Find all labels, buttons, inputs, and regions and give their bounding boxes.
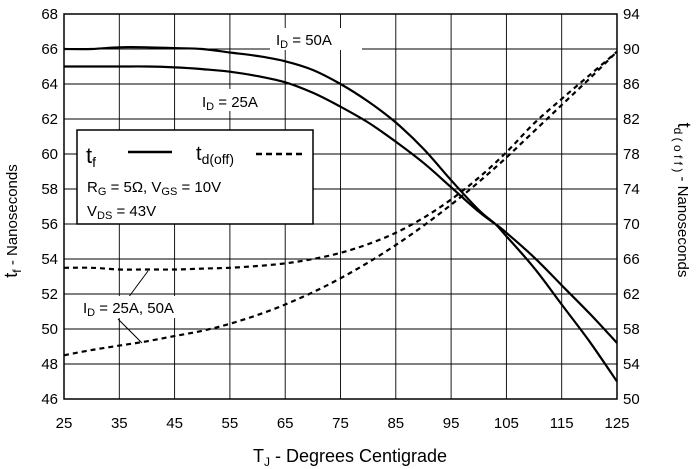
annotation-idboth-bg [78,296,212,318]
x-tick-label: 75 [332,415,349,432]
y-right-ticks: 50 54 58 62 66 70 74 78 82 86 90 94 [623,6,640,408]
y-left-axis-label-main: t [1,273,21,278]
annotation-id25-rest: = 25A [214,94,258,111]
y-left-axis-label: tf - Nanoseconds [1,164,24,277]
y-left-tick-label: 58 [41,181,58,198]
y-left-tick-label: 56 [41,216,58,233]
y-left-tick-label: 60 [41,146,58,163]
y-left-tick-label: 54 [41,251,58,268]
legend-td-sub: d(off) [202,151,234,167]
y-left-ticks: 46 48 50 52 54 56 58 60 62 64 66 68 [41,6,58,408]
legend-line1-c: = 10V [177,179,221,196]
y-left-tick-label: 66 [41,41,58,58]
x-tick-label: 45 [166,415,183,432]
legend-line1: RG = 5Ω, VGS = 10V [87,179,221,198]
annotation-id25-group: ID = 25A [197,89,283,113]
annotation-id50-main: I [276,32,280,49]
legend-td-label: td(off) [196,143,234,167]
y-left-tick-label: 64 [41,76,58,93]
y-right-tick-label: 54 [623,356,640,373]
legend-line2-a: V [87,203,97,220]
y-right-tick-label: 78 [623,146,640,163]
x-axis-label-rest: - Degrees Centigrade [270,446,447,466]
y-right-tick-label: 94 [623,6,640,23]
annotation-id25-bg [197,89,283,111]
legend-line2-a-sub: DS [97,210,112,222]
y-right-tick-label: 82 [623,111,640,128]
y-right-tick-label: 62 [623,286,640,303]
x-axis-label-sub: J [264,455,270,469]
annotation-id50-bg [270,28,362,50]
y-left-tick-label: 48 [41,356,58,373]
y-right-axis-label: td ( o f f ) - Nanoseconds [671,123,694,278]
y-right-axis-label-rest: - Nanoseconds [674,172,691,277]
legend-line1-b: = 5Ω, V [106,179,161,196]
legend-line1-b-sub: GS [161,186,177,198]
annotation-id50-sub: D [280,39,288,51]
y-right-tick-label: 58 [623,321,640,338]
legend-tf-sub: f [92,154,96,170]
series-line-1 [64,65,618,344]
y-left-axis-label-sub: f [10,269,24,273]
plot-frame [63,13,618,400]
legend-line1-a: R [87,179,98,196]
x-tick-label: 25 [56,415,73,432]
annotation-id50: ID = 50A [276,32,332,51]
y-right-tick-label: 86 [623,76,640,93]
annotation-idboth: ID = 25A, 50A [83,300,174,319]
x-tick-label: 55 [222,415,239,432]
legend-line2: VDS = 43V [87,203,156,222]
x-tick-label: 125 [604,415,629,432]
annotation-idboth-sub: D [87,307,95,319]
y-left-tick-label: 68 [41,6,58,23]
x-axis-label: TJ - Degrees Centigrade [253,446,447,469]
legend-line1-a-sub: G [98,186,107,198]
series-line-3 [63,50,618,357]
annotation-id25: ID = 25A [202,94,258,113]
x-ticks: 25 35 45 55 65 75 85 95 105 115 125 [56,415,630,432]
x-tick-label: 85 [387,415,404,432]
y-left-tick-label: 46 [41,391,58,408]
annotation-id25-sub: D [206,101,214,113]
x-tick-label: 95 [443,415,460,432]
legend: tf td(off) RG = 5Ω, VGS = 10V VDS = 43V [76,129,314,225]
series-line-0 [63,46,618,383]
y-right-tick-label: 74 [623,181,640,198]
series-line-2 [63,50,618,271]
series-layer [63,46,618,383]
y-left-axis-label-rest: - Nanoseconds [4,164,21,269]
x-tick-label: 35 [111,415,128,432]
annotation-id50-group: ID = 50A [270,28,362,51]
y-right-axis-label-main: t [674,123,694,128]
x-tick-label: 105 [494,415,519,432]
y-left-tick-label: 52 [41,286,58,303]
annotation-id50-rest: = 50A [288,32,332,49]
legend-tf-label: tf [86,143,96,170]
y-left-tick-label: 62 [41,111,58,128]
y-left-tick-label: 50 [41,321,58,338]
leader-line-upper [127,270,149,299]
y-right-tick-label: 90 [623,41,640,58]
legend-tf-main: t [86,143,92,168]
annotation-id25-main: I [202,94,206,111]
x-tick-label: 65 [277,415,294,432]
y-right-tick-label: 66 [623,251,640,268]
y-right-axis-label-sub: d ( o f f ) [671,128,685,173]
annotation-idboth-group: ID = 25A, 50A [78,270,212,344]
leader-line-lower [117,318,143,344]
x-tick-label: 115 [550,415,574,432]
y-right-tick-label: 70 [623,216,640,233]
legend-box [76,129,314,225]
y-right-tick-label: 50 [623,391,640,408]
annotation-idboth-main: I [83,300,87,317]
legend-line2-b: = 43V [112,203,156,220]
x-axis-label-main: T [253,446,264,466]
annotation-idboth-rest: = 25A, 50A [95,300,174,317]
legend-td-main: t [196,143,202,165]
